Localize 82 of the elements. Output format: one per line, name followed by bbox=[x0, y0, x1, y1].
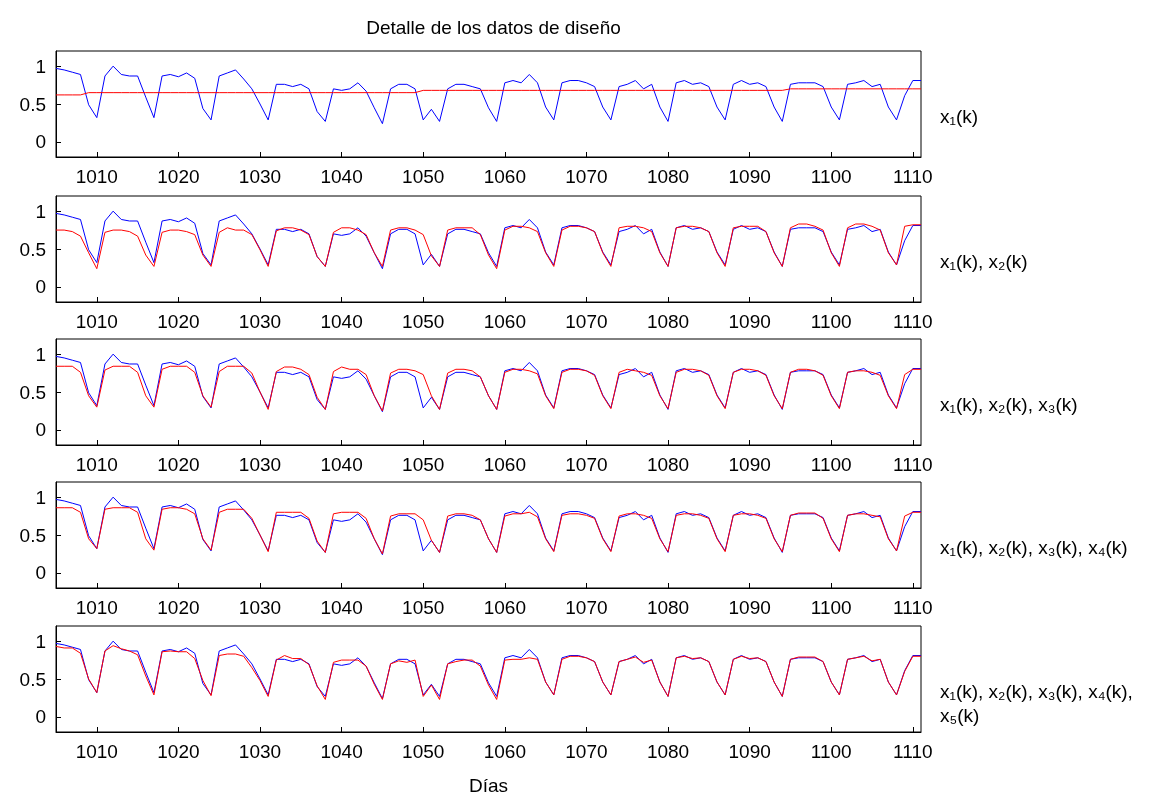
x-tick-label: 1060 bbox=[483, 166, 526, 187]
x-tick-label: 1070 bbox=[565, 597, 608, 618]
x-tick-label: 1090 bbox=[728, 454, 771, 475]
x-tick-label: 1050 bbox=[402, 311, 445, 332]
x-tick-label: 1070 bbox=[565, 454, 608, 475]
x-tick-label: 1010 bbox=[75, 741, 118, 762]
y-tick-label: 0.5 bbox=[19, 238, 46, 260]
x-tick-label: 1050 bbox=[402, 741, 445, 762]
x-tick-label: 1020 bbox=[157, 741, 200, 762]
x-tick-label: 1090 bbox=[728, 311, 771, 332]
line-series bbox=[55, 65, 922, 125]
x-tick-label: 1060 bbox=[483, 597, 526, 618]
x-tick-label: 1110 bbox=[893, 597, 933, 618]
x-tick-label: 1090 bbox=[728, 597, 771, 618]
x-tick-label: 1110 bbox=[893, 454, 933, 475]
x-tick-label: 1050 bbox=[402, 454, 445, 475]
x-tick-label: 1070 bbox=[565, 166, 608, 187]
x-tick-label: 1080 bbox=[646, 454, 690, 475]
x-tick-label: 1050 bbox=[402, 166, 445, 187]
x-tick-label: 1100 bbox=[810, 454, 852, 475]
x-tick-label: 1100 bbox=[810, 311, 852, 332]
line-series bbox=[55, 365, 922, 412]
text: x₁(k), x₂(k), x₃(k), x₄(k) bbox=[940, 536, 1128, 558]
line-series bbox=[55, 88, 922, 96]
x-tick-label: 1040 bbox=[320, 311, 363, 332]
y-tick-label: 1 bbox=[35, 343, 46, 365]
x-tick-label: 1100 bbox=[810, 597, 852, 618]
x-tick-label: 1040 bbox=[320, 166, 363, 187]
x-tick-label: 1010 bbox=[75, 454, 118, 475]
x-tick-label: 1030 bbox=[238, 311, 282, 332]
line-series bbox=[55, 223, 922, 270]
x-tick-label: 1080 bbox=[646, 311, 690, 332]
y-tick-label: 0 bbox=[35, 419, 46, 441]
y-tick-label: 0 bbox=[35, 706, 46, 728]
y-tick-label: 1 bbox=[35, 200, 46, 222]
y-tick-label: 0 bbox=[35, 562, 46, 584]
x-tick-label: 1110 bbox=[893, 311, 933, 332]
x-tick-label: 1090 bbox=[728, 741, 771, 762]
text: x₁(k) bbox=[940, 105, 979, 127]
y-tick-label: 1 bbox=[35, 55, 46, 77]
x-tick-label: 1110 bbox=[893, 741, 933, 762]
x-tick-label: 1040 bbox=[320, 454, 363, 475]
x-tick-label: 1030 bbox=[238, 741, 282, 762]
x-tick-label: 1060 bbox=[483, 311, 526, 332]
y-tick-label: 0.5 bbox=[19, 93, 46, 115]
x-tick-label: 1020 bbox=[157, 454, 200, 475]
y-tick-label: 1 bbox=[35, 630, 46, 652]
x-tick-label: 1010 bbox=[75, 597, 118, 618]
x-tick-label: 1070 bbox=[565, 311, 608, 332]
x-tick-label: 1050 bbox=[402, 597, 445, 618]
x-tick-label: 1010 bbox=[75, 166, 118, 187]
x-tick-label: 1030 bbox=[238, 597, 282, 618]
x-tick-label: 1100 bbox=[810, 741, 852, 762]
x-tick-label: 1030 bbox=[238, 166, 282, 187]
y-tick-label: 0.5 bbox=[19, 524, 46, 546]
x-tick-label: 1110 bbox=[893, 166, 933, 187]
x-tick-label: 1080 bbox=[646, 741, 690, 762]
text: x₁(k), x₂(k), x₃(k) bbox=[940, 393, 1078, 415]
text: x₁(k), x₂(k) bbox=[940, 250, 1028, 272]
x-tick-label: 1090 bbox=[728, 166, 771, 187]
x-tick-label: 1020 bbox=[157, 166, 200, 187]
y-tick-label: 0.5 bbox=[19, 668, 46, 690]
chart-title: Detalle de los datos de diseño bbox=[366, 17, 621, 38]
x-tick-label: 1080 bbox=[646, 166, 690, 187]
y-tick-label: 1 bbox=[35, 486, 46, 508]
x-tick-label: 1060 bbox=[483, 454, 526, 475]
text: x₁(k), x₂(k), x₃(k), x₄(k), x₅(k) bbox=[940, 680, 1133, 726]
x-tick-label: 1040 bbox=[320, 741, 363, 762]
x-tick-label: 1100 bbox=[810, 166, 852, 187]
line-series bbox=[55, 507, 922, 555]
x-tick-label: 1030 bbox=[238, 454, 282, 475]
x-tick-label: 1070 bbox=[565, 741, 608, 762]
y-tick-label: 0 bbox=[35, 276, 46, 298]
y-tick-label: 0.5 bbox=[19, 381, 46, 403]
x-axis-title: Días bbox=[468, 775, 509, 796]
x-tick-label: 1020 bbox=[157, 597, 200, 618]
x-tick-label: 1080 bbox=[646, 597, 690, 618]
x-tick-label: 1010 bbox=[75, 311, 118, 332]
x-tick-label: 1020 bbox=[157, 311, 200, 332]
x-tick-label: 1060 bbox=[483, 741, 526, 762]
y-tick-label: 0 bbox=[35, 131, 46, 153]
x-tick-label: 1040 bbox=[320, 597, 363, 618]
